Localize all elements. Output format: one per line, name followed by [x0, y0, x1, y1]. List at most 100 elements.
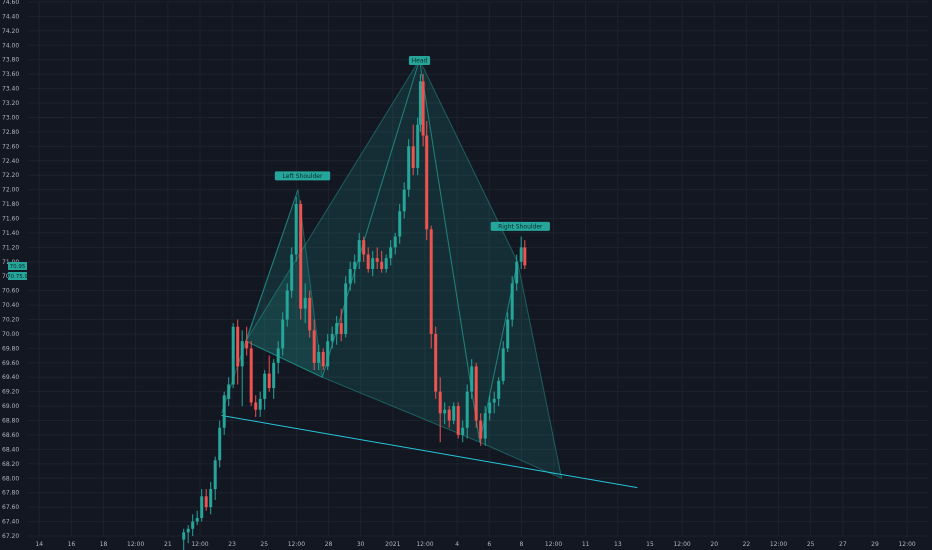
x-tick-label: 12:00	[288, 541, 305, 548]
y-tick-label: 70.20	[2, 317, 19, 324]
candle-body	[366, 254, 370, 269]
y-tick-label: 68.20	[2, 461, 19, 468]
candle-body	[519, 247, 523, 262]
y-tick-label: 67.40	[2, 519, 19, 526]
y-tick-label: 67.80	[2, 490, 19, 497]
candle-body	[434, 333, 438, 392]
candle-body	[438, 391, 442, 414]
price-label-bg	[8, 262, 27, 270]
candle-body	[421, 81, 425, 136]
candle-body	[182, 532, 186, 540]
pattern-ab	[245, 189, 323, 379]
candle-body	[299, 204, 303, 309]
y-tick-label: 71.80	[2, 201, 19, 208]
x-tick-label: 27	[839, 541, 847, 548]
x-tick-label: 25	[807, 541, 815, 548]
x-tick-label: 12:00	[545, 541, 562, 548]
candle-body	[510, 283, 514, 320]
x-tick-label: 21	[164, 541, 172, 548]
x-tick-label: 8	[519, 541, 523, 548]
y-tick-label: 69.80	[2, 345, 19, 352]
candle-body	[303, 297, 307, 309]
candle-body	[470, 366, 474, 392]
x-tick-label: 12:00	[770, 541, 787, 548]
candle-body	[326, 341, 330, 367]
candle-body	[425, 135, 429, 230]
neckline	[221, 414, 638, 489]
candle-body	[411, 146, 415, 168]
annotation-label-bg	[274, 171, 331, 181]
x-tick-label: 18	[100, 541, 108, 548]
y-tick-label: 69.40	[2, 374, 19, 381]
price-label-bg	[8, 272, 27, 280]
candle-body	[418, 81, 422, 125]
candle-body	[236, 326, 240, 367]
price-label: 70.75.9	[7, 274, 28, 280]
candle-body	[447, 409, 451, 421]
y-tick-label: 70.60	[2, 288, 19, 295]
candle-body	[497, 380, 501, 399]
y-tick-label: 71.60	[2, 215, 19, 222]
y-tick-label: 68.80	[2, 418, 19, 425]
candle-body	[213, 460, 217, 490]
x-tick-label: 25	[260, 541, 268, 548]
y-tick-label: 73.80	[2, 57, 19, 64]
candle-body	[195, 517, 199, 522]
y-tick-label: 74.20	[2, 28, 19, 35]
y-tick-label: 69.60	[2, 360, 19, 367]
candle-body	[380, 261, 384, 269]
candle-body	[321, 351, 325, 367]
candle-body	[308, 297, 312, 331]
candle-body	[294, 204, 298, 255]
candle-body	[357, 240, 361, 262]
candle-body	[523, 247, 527, 266]
x-tick-label: 12:00	[191, 541, 208, 548]
x-tick-label: 6	[487, 541, 491, 548]
y-tick-label: 70.00	[2, 331, 19, 338]
candle-body	[200, 496, 204, 518]
y-tick-label: 67.20	[2, 533, 19, 540]
y-tick-label: 72.60	[2, 143, 19, 150]
y-tick-label: 74.00	[2, 42, 19, 49]
y-tick-label: 73.20	[2, 100, 19, 107]
y-tick-label: 72.80	[2, 129, 19, 136]
candle-body	[371, 258, 375, 269]
candle-body	[222, 395, 226, 428]
x-tick-label: 22	[743, 541, 751, 548]
candle-body	[344, 283, 348, 334]
candle-body	[461, 427, 465, 435]
y-tick-label: 72.00	[2, 187, 19, 194]
candle-body	[204, 496, 208, 508]
x-tick-label: 2021	[385, 541, 400, 548]
candle-body	[474, 366, 478, 421]
pattern-ef	[479, 261, 563, 480]
candle-body	[263, 373, 267, 399]
candle-body	[245, 341, 249, 349]
y-tick-label: 68.40	[2, 446, 19, 453]
candle-body	[231, 326, 235, 385]
x-tick-label: 28	[325, 541, 333, 548]
candle-body	[290, 254, 294, 291]
annotation-label-bg	[490, 221, 550, 231]
candle-body	[362, 240, 366, 255]
price-label: 70.95	[10, 264, 26, 270]
candle-body	[186, 528, 190, 533]
candle-body	[312, 330, 316, 363]
y-tick-label: 73.40	[2, 86, 19, 93]
pattern-cd	[321, 59, 481, 443]
y-tick-label: 68.00	[2, 475, 19, 482]
candle-body	[456, 406, 460, 435]
candle-body	[429, 229, 433, 334]
pattern-de	[419, 59, 519, 443]
x-tick-label: 14	[35, 541, 43, 548]
candle-body	[515, 261, 519, 284]
x-tick-label: 11	[582, 541, 590, 548]
candle-body	[281, 319, 285, 349]
y-tick-label: 73.60	[2, 71, 19, 78]
y-tick-label: 73.00	[2, 114, 19, 121]
x-tick-label: 4	[455, 541, 459, 548]
candle-body	[389, 247, 393, 259]
candle-body	[335, 323, 339, 334]
